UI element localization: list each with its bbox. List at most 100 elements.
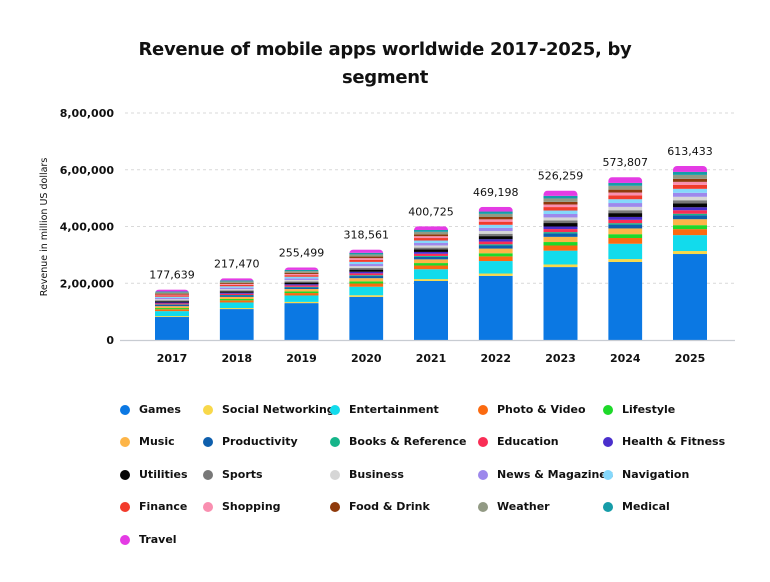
chart-title-line-2: segment <box>341 67 429 88</box>
bar-segment-shopping-2019 <box>284 273 319 276</box>
bar-segment-weather-2025 <box>673 174 707 179</box>
bar-segment-social-networking-2019 <box>284 301 319 304</box>
bar-segment-finance-2024 <box>608 195 643 200</box>
bar-segment-business-2019 <box>284 279 319 282</box>
bar-segment-education-2025 <box>673 210 707 214</box>
bar-segment-medical-2019 <box>284 269 319 272</box>
y-tick-label: 4,00,000 <box>60 221 115 234</box>
bar-segment-navigation-2023 <box>543 210 578 214</box>
bar-segment-games-2019 <box>284 303 319 340</box>
bars <box>155 165 707 340</box>
total-label: 526,259 <box>538 170 584 183</box>
total-label: 613,433 <box>667 145 713 158</box>
bar-segment-travel-2018 <box>219 278 254 281</box>
bar-segment-entertainment-2019 <box>284 295 319 302</box>
x-tick-label: 2021 <box>416 352 447 365</box>
bar-stack-2018 <box>219 278 254 340</box>
bar-segment-navigation-2020 <box>349 261 384 265</box>
bar-segment-navigation-2017 <box>155 296 189 298</box>
bar-segment-health-fitness-2021 <box>414 251 448 254</box>
total-label: 400,725 <box>408 205 454 218</box>
bar-segment-navigation-2024 <box>608 199 643 204</box>
bar-stack-2025 <box>673 165 707 340</box>
bar-segment-books-reference-2024 <box>608 223 643 225</box>
bar-segment-navigation-2018 <box>219 286 254 288</box>
bar-stack-2020 <box>349 249 384 340</box>
bar-segment-music-2018 <box>219 296 254 299</box>
bar-segment-utilities-2024 <box>608 213 643 217</box>
bar-segment-shopping-2017 <box>155 294 189 296</box>
bar-segment-books-reference-2021 <box>414 255 448 257</box>
bar-segment-sports-2019 <box>284 281 319 283</box>
x-tick-label: 2018 <box>221 352 252 365</box>
bar-segment-news-magazines-2021 <box>414 242 448 246</box>
bar-segment-music-2024 <box>608 228 643 235</box>
bar-segment-news-magazines-2025 <box>673 192 707 197</box>
bar-segment-lifestyle-2023 <box>543 242 578 246</box>
bar-segment-sports-2017 <box>155 300 189 302</box>
bar-segment-business-2017 <box>155 299 189 301</box>
bar-segment-news-magazines-2022 <box>478 227 513 232</box>
x-tick-label: 2020 <box>351 352 382 365</box>
y-axis-label: Revenue in million US dollars <box>39 158 50 297</box>
chart-title: Revenue of mobile apps worldwide 2017-20… <box>0 36 770 92</box>
total-label: 217,470 <box>214 257 260 270</box>
bar-segment-social-networking-2025 <box>673 251 707 255</box>
bar-segment-productivity-2019 <box>284 287 319 290</box>
bar-segment-lifestyle-2019 <box>284 291 319 294</box>
bar-segment-shopping-2020 <box>349 258 384 260</box>
bar-segment-finance-2017 <box>155 295 189 297</box>
bar-segment-games-2024 <box>608 261 643 340</box>
bar-segment-sports-2023 <box>543 220 578 224</box>
bar-segment-shopping-2024 <box>608 192 643 196</box>
y-tick-label: 2,00,000 <box>60 277 115 290</box>
bar-segment-shopping-2025 <box>673 181 707 185</box>
bar-segment-games-2022 <box>478 275 513 340</box>
total-labels: 177,639 217,470 255,499 318,561 400,725 469,1… <box>149 145 713 282</box>
bar-segment-health-fitness-2020 <box>349 271 384 274</box>
bar-segment-medical-2022 <box>478 211 513 214</box>
bar-segment-business-2022 <box>478 231 513 234</box>
bar-segment-games-2018 <box>219 309 254 340</box>
bar-segment-entertainment-2023 <box>543 250 578 265</box>
bar-segment-photo-video-2018 <box>219 300 254 303</box>
bar-segment-games-2021 <box>414 280 448 340</box>
bar-segment-productivity-2025 <box>673 215 707 220</box>
bar-segment-music-2022 <box>478 248 513 254</box>
bar-segment-music-2025 <box>673 219 707 226</box>
bar-segment-books-reference-2018 <box>219 294 254 296</box>
bar-segment-books-reference-2019 <box>284 286 319 288</box>
bar-segment-business-2020 <box>349 266 384 269</box>
bar-segment-business-2023 <box>543 217 578 221</box>
bar-segment-books-reference-2020 <box>349 275 384 277</box>
bar-segment-food-drink-2021 <box>414 234 448 237</box>
bar-segment-weather-2019 <box>284 271 319 273</box>
bar-segment-photo-video-2025 <box>673 229 707 236</box>
bar-segment-entertainment-2025 <box>673 235 707 252</box>
bar-segment-finance-2023 <box>543 207 578 211</box>
x-tick-label: 2023 <box>545 352 576 365</box>
total-label: 177,639 <box>149 269 195 282</box>
y-tick-label: 6,00,000 <box>60 164 115 177</box>
bar-segment-health-fitness-2025 <box>673 207 707 211</box>
bar-segment-travel-2023 <box>543 190 578 196</box>
bar-segment-sports-2025 <box>673 200 707 204</box>
bar-segment-navigation-2019 <box>284 276 319 279</box>
bar-segment-medical-2023 <box>543 195 578 199</box>
bar-segment-music-2023 <box>543 236 578 243</box>
bar-segment-productivity-2017 <box>155 304 189 307</box>
bar-segment-news-magazines-2023 <box>543 213 578 218</box>
bar-segment-medical-2024 <box>608 182 643 186</box>
bar-segment-travel-2025 <box>673 165 707 172</box>
bar-segment-photo-video-2023 <box>543 245 578 251</box>
bar-segment-social-networking-2018 <box>219 308 254 310</box>
bar-segment-social-networking-2021 <box>414 279 448 281</box>
bar-stack-2024 <box>608 177 643 340</box>
bar-segment-food-drink-2018 <box>219 282 254 284</box>
bar-segment-business-2018 <box>219 289 254 291</box>
total-label: 573,807 <box>603 156 649 169</box>
bar-segment-health-fitness-2019 <box>284 284 319 286</box>
bar-segment-health-fitness-2022 <box>478 239 513 242</box>
bar-segment-games-2017 <box>155 317 189 340</box>
